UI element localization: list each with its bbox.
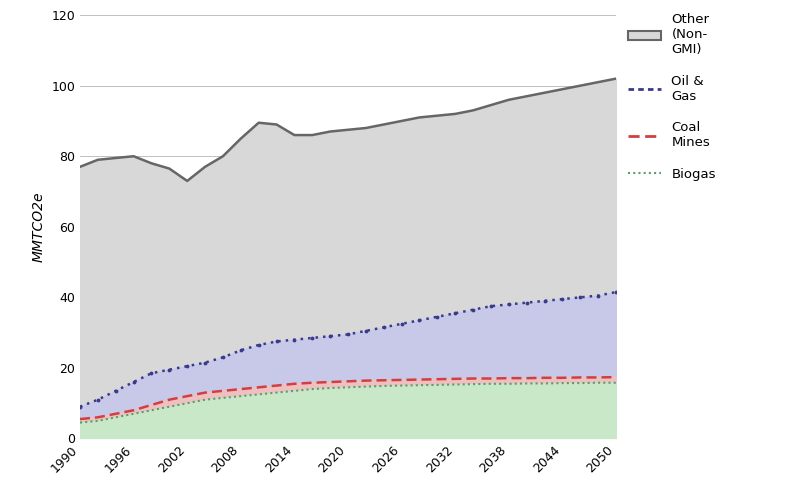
Y-axis label: MMTCO2e: MMTCO2e: [32, 192, 46, 262]
Legend: Other
(Non-
GMI), Oil &
Gas, Coal
Mines, Biogas: Other (Non- GMI), Oil & Gas, Coal Mines,…: [628, 13, 716, 180]
